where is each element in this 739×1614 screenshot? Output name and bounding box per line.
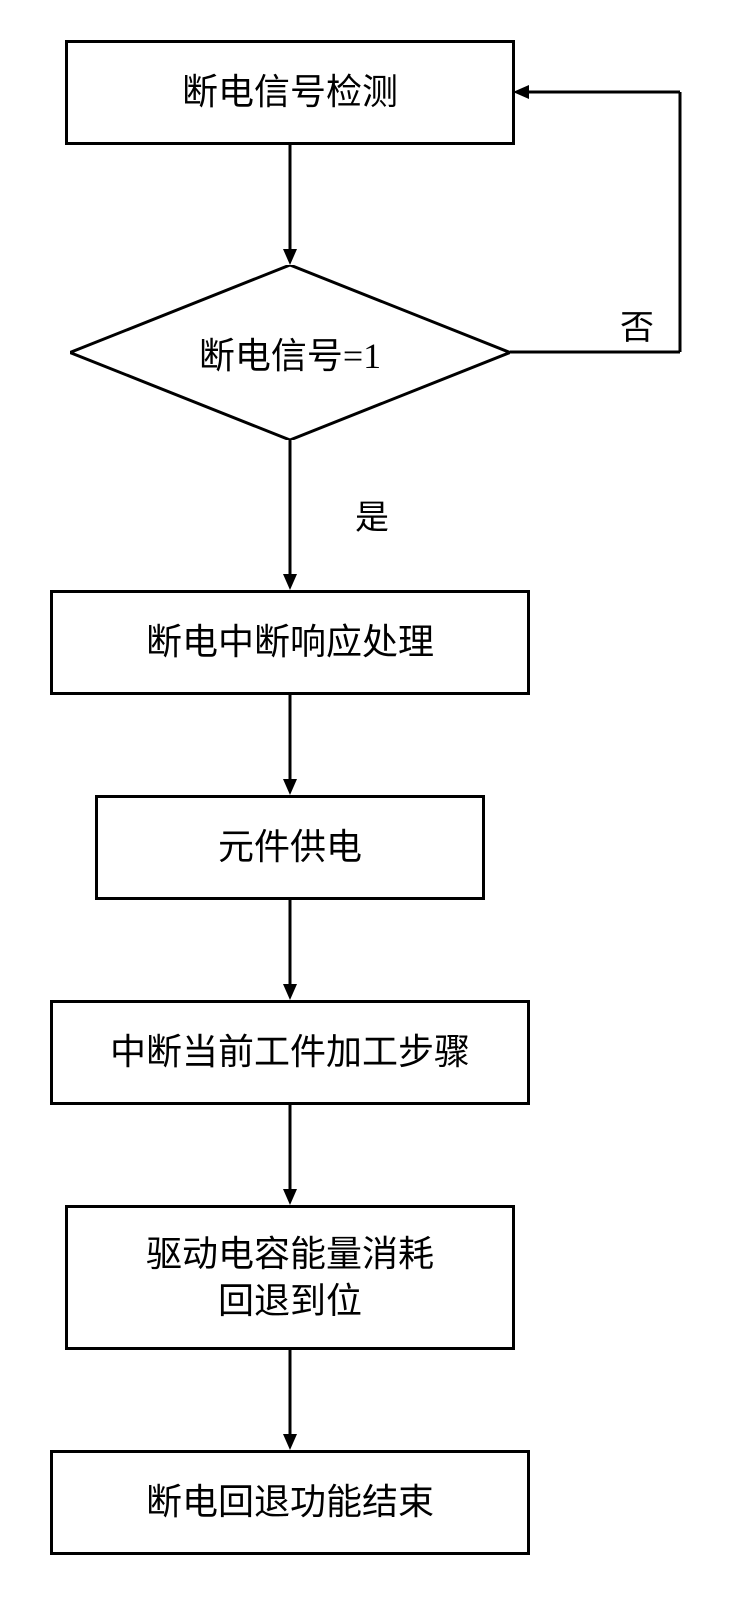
node-label: 断电信号=1 [199, 327, 381, 379]
node-poweroff-end: 断电回退功能结束 [50, 1450, 530, 1555]
node-signal-check: 断电信号=1 [70, 265, 510, 440]
arrow-n3-n4 [280, 695, 300, 795]
flowchart-container: 断电信号检测 断电信号=1 是 否 [0, 0, 739, 1614]
node-label: 断电回退功能结束 [146, 1479, 434, 1526]
node-interrupt-response: 断电中断响应处理 [50, 590, 530, 695]
arrow-n1-n2 [280, 145, 300, 265]
node-component-power: 元件供电 [95, 795, 485, 900]
arrow-n6-n7 [280, 1350, 300, 1450]
node-label: 断电中断响应处理 [146, 619, 434, 666]
node-detect-signal: 断电信号检测 [65, 40, 515, 145]
node-capacitor-retract: 驱动电容能量消耗 回退到位 [65, 1205, 515, 1350]
edge-label-yes: 是 [355, 490, 389, 539]
arrow-n2-n1 [510, 75, 700, 365]
node-interrupt-workpiece: 中断当前工件加工步骤 [50, 1000, 530, 1105]
node-label: 断电信号检测 [182, 69, 398, 116]
node-label: 中断当前工件加工步骤 [110, 1029, 470, 1076]
node-label: 元件供电 [218, 824, 362, 871]
arrow-n5-n6 [280, 1105, 300, 1205]
edge-label-no: 否 [620, 300, 654, 349]
arrow-n4-n5 [280, 900, 300, 1000]
node-label: 驱动电容能量消耗 回退到位 [146, 1231, 434, 1325]
arrow-n2-n3 [280, 440, 300, 590]
